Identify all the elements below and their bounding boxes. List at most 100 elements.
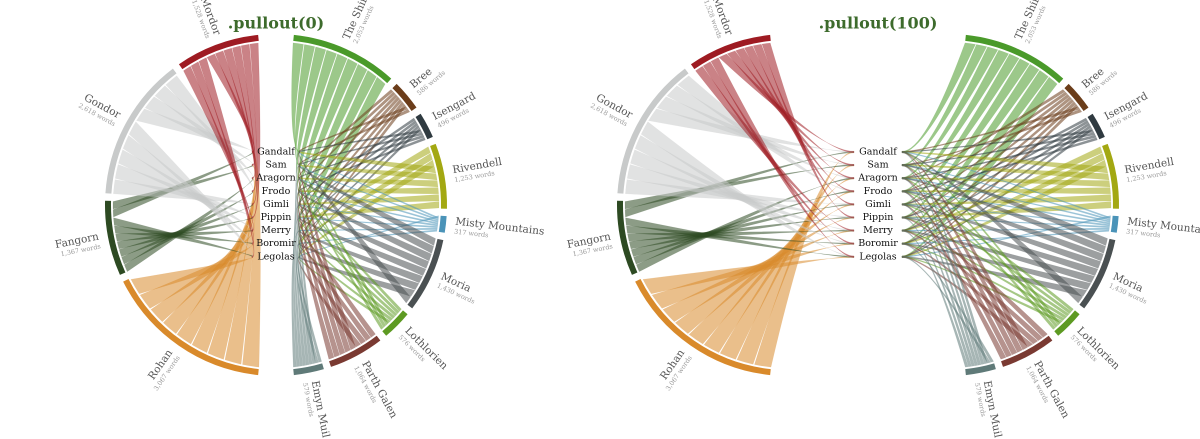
character-name: Merry [261, 225, 291, 236]
chord [293, 203, 303, 367]
chord [642, 255, 855, 294]
chord [297, 164, 351, 353]
chord [901, 164, 985, 365]
chord [224, 164, 257, 365]
location-arc [635, 278, 771, 376]
character-name: Sam [867, 160, 888, 171]
location-arc [293, 34, 392, 84]
location-arc [382, 310, 408, 336]
chord [124, 177, 254, 272]
chord [624, 164, 855, 210]
location-arc [1110, 215, 1119, 233]
location-arc [617, 68, 689, 194]
chord [190, 61, 254, 245]
chord [240, 44, 258, 206]
character-name: Gimli [263, 199, 289, 210]
location-arc [293, 363, 324, 376]
chord [298, 203, 430, 269]
location-arc [329, 335, 381, 367]
chord [295, 177, 310, 366]
chord [215, 50, 255, 167]
chord [118, 203, 254, 257]
chord [298, 164, 387, 328]
location-arc [407, 238, 444, 309]
chord [297, 177, 346, 356]
chord [630, 203, 855, 257]
location-words: 317 words [454, 228, 489, 240]
chord [633, 190, 855, 265]
character-name: Frodo [864, 186, 893, 197]
location-arc [1102, 143, 1119, 209]
character-name: Aragorn [255, 173, 296, 184]
location-arc [1087, 113, 1105, 140]
location-arc [1054, 310, 1080, 336]
chord [710, 57, 855, 258]
character-name: Aragorn [857, 173, 898, 184]
chord [298, 93, 398, 206]
location-arc [415, 113, 433, 140]
character-name: Boromir [256, 238, 296, 249]
character-name: Pippin [863, 212, 894, 223]
chords [624, 42, 1112, 368]
chord [298, 151, 389, 326]
chord [298, 177, 384, 330]
location-arc [1001, 335, 1053, 367]
chord [223, 47, 256, 180]
chord [298, 151, 411, 304]
chord [761, 42, 855, 219]
chord [298, 229, 371, 341]
chord [121, 190, 254, 265]
character-name: Gimli [865, 199, 891, 210]
panel-title: .pullout(100) [819, 14, 938, 33]
location-arc [105, 68, 177, 194]
location-words: 317 words [1126, 228, 1161, 240]
location-arc [430, 143, 447, 209]
chord [295, 151, 316, 365]
chord [198, 57, 255, 258]
character-name: Legolas [859, 251, 896, 262]
chord [640, 121, 855, 258]
chord [191, 190, 255, 353]
character-name: Legolas [257, 251, 294, 262]
panel-title: .pullout(0) [228, 14, 325, 33]
chord [901, 42, 976, 153]
chord [232, 45, 257, 193]
chord [298, 151, 439, 220]
location-arc [965, 363, 996, 376]
chord [128, 121, 254, 258]
chord [130, 255, 254, 294]
character-name: Frodo [262, 186, 291, 197]
location-arc [392, 83, 417, 111]
location-arc [965, 34, 1064, 84]
character-name: Gandalf [257, 147, 296, 158]
chord [294, 190, 307, 366]
chord [294, 44, 315, 167]
chord [249, 42, 261, 219]
location-arc [438, 215, 447, 233]
chord [183, 66, 254, 232]
character-name: Merry [863, 225, 893, 236]
location-arc [123, 278, 259, 376]
chord [298, 229, 396, 319]
chord [298, 91, 396, 193]
chord [291, 229, 301, 368]
chord [298, 177, 434, 254]
chord [636, 177, 855, 272]
chord [292, 216, 301, 367]
chord [297, 151, 356, 351]
chord [628, 216, 855, 250]
location-arc [178, 34, 259, 70]
location-arc [690, 34, 771, 70]
character-name: Sam [265, 160, 286, 171]
chord [677, 75, 855, 193]
chord [291, 42, 304, 153]
location-arc [105, 200, 126, 275]
chord [295, 164, 313, 365]
character-name: Boromir [858, 238, 898, 249]
chord [207, 177, 255, 360]
chords [112, 42, 440, 368]
